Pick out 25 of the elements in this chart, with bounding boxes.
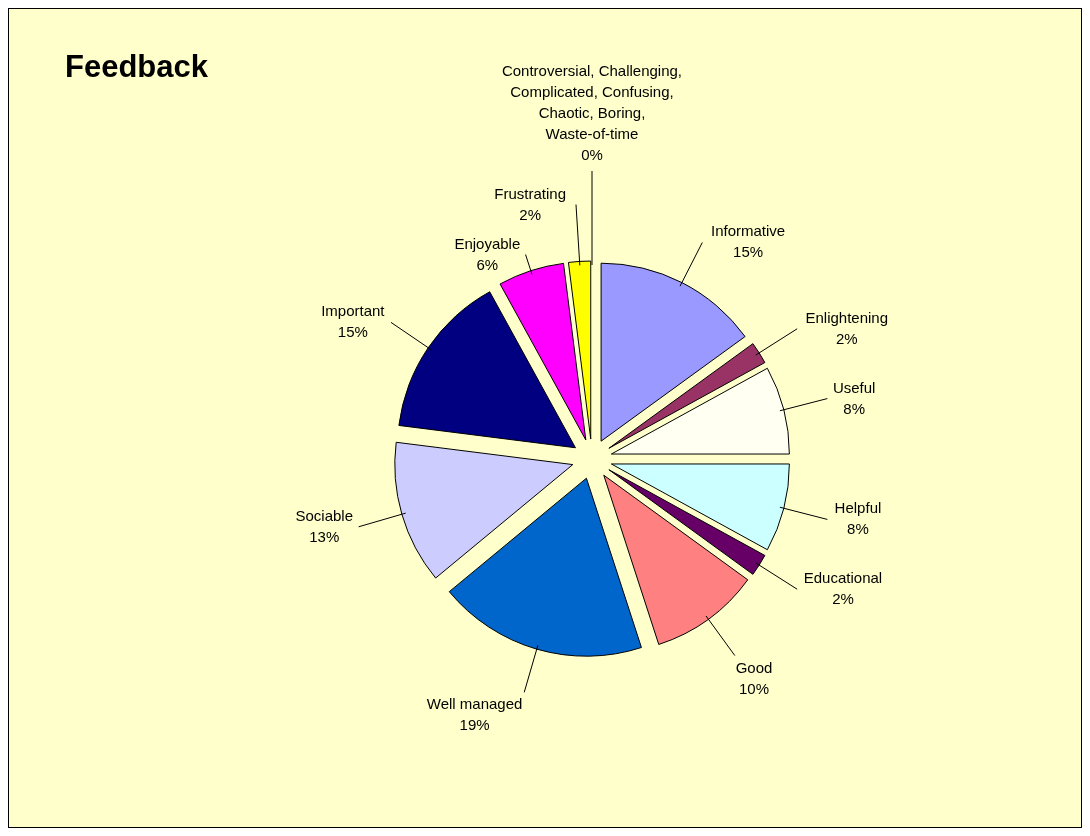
data-label: 8% <box>843 399 866 417</box>
slice-label: Educational <box>803 569 883 587</box>
data-label: 2% <box>835 329 858 347</box>
data-label: 2% <box>519 205 542 223</box>
slice-label: Sociable <box>295 506 354 524</box>
data-label: 8% <box>847 520 869 538</box>
slice-label: Helpful <box>834 499 882 517</box>
slice-label: Informative <box>711 222 786 240</box>
data-label: 6% <box>476 255 499 273</box>
text: 0% <box>581 146 603 163</box>
data-label: 19% <box>459 716 490 734</box>
slice-label: Frustrating <box>494 184 567 202</box>
slice-label: Well managed <box>426 695 523 713</box>
data-label: 15% <box>733 243 764 261</box>
data-label: 2% <box>832 590 854 608</box>
data-label: 13% <box>309 527 340 545</box>
category-label: Controversial, Challenging, Complicated, Confusing, Chaotic, Boring, Waste-of-time <box>501 62 683 142</box>
chart-title: Feedback <box>65 49 209 85</box>
slice-label: Enlightening <box>805 308 889 326</box>
slice-label: Important <box>321 302 386 320</box>
slice-label: Useful <box>832 378 876 396</box>
data-label: 15% <box>337 323 368 341</box>
data-label: 10% <box>739 679 770 697</box>
slice-label: Enjoyable <box>454 234 521 252</box>
slice-label: Good <box>735 658 773 676</box>
